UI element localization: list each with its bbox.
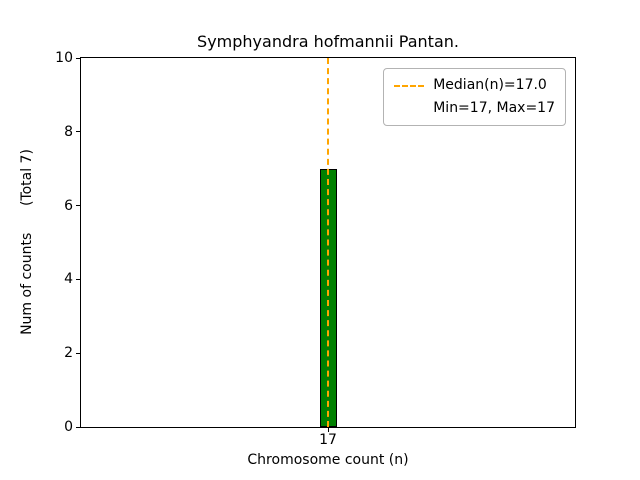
y-tick-label: 4 — [64, 271, 73, 288]
y-tick-mark — [76, 205, 81, 207]
legend-label: Min=17, Max=17 — [433, 100, 555, 116]
chart-title: Symphyandra hofmannii Pantan. — [197, 32, 459, 51]
legend-label: Median(n)=17.0 — [433, 77, 547, 93]
dashed-line-marker — [394, 84, 425, 87]
y-tick-label: 0 — [64, 419, 73, 435]
y-tick-mark — [76, 278, 81, 280]
y-tick-mark — [76, 57, 81, 59]
x-tick-label: 17 — [319, 432, 337, 448]
y-tick-mark — [76, 131, 81, 133]
y-tick-label: 2 — [64, 345, 73, 362]
y-tick-label: 10 — [55, 50, 73, 66]
legend-entry: Median(n)=17.0 — [394, 77, 555, 94]
y-axis-label: Num of counts (Total 7) — [19, 149, 35, 335]
median-line — [327, 58, 329, 427]
legend-entry: Min=17, Max=17 — [394, 100, 555, 117]
plot-area: Median(n)=17.0 Min=17, Max=17 0 2 4 6 8 10 17 — [55, 50, 576, 448]
y-tick-label: 8 — [64, 123, 73, 140]
y-tick-label: 6 — [64, 197, 73, 214]
x-tick-mark — [327, 427, 329, 432]
legend: Median(n)=17.0 Min=17, Max=17 — [383, 68, 566, 126]
x-axis-label: Chromosome count (n) — [247, 452, 409, 468]
y-tick-mark — [76, 352, 81, 354]
y-tick-mark — [76, 426, 81, 428]
